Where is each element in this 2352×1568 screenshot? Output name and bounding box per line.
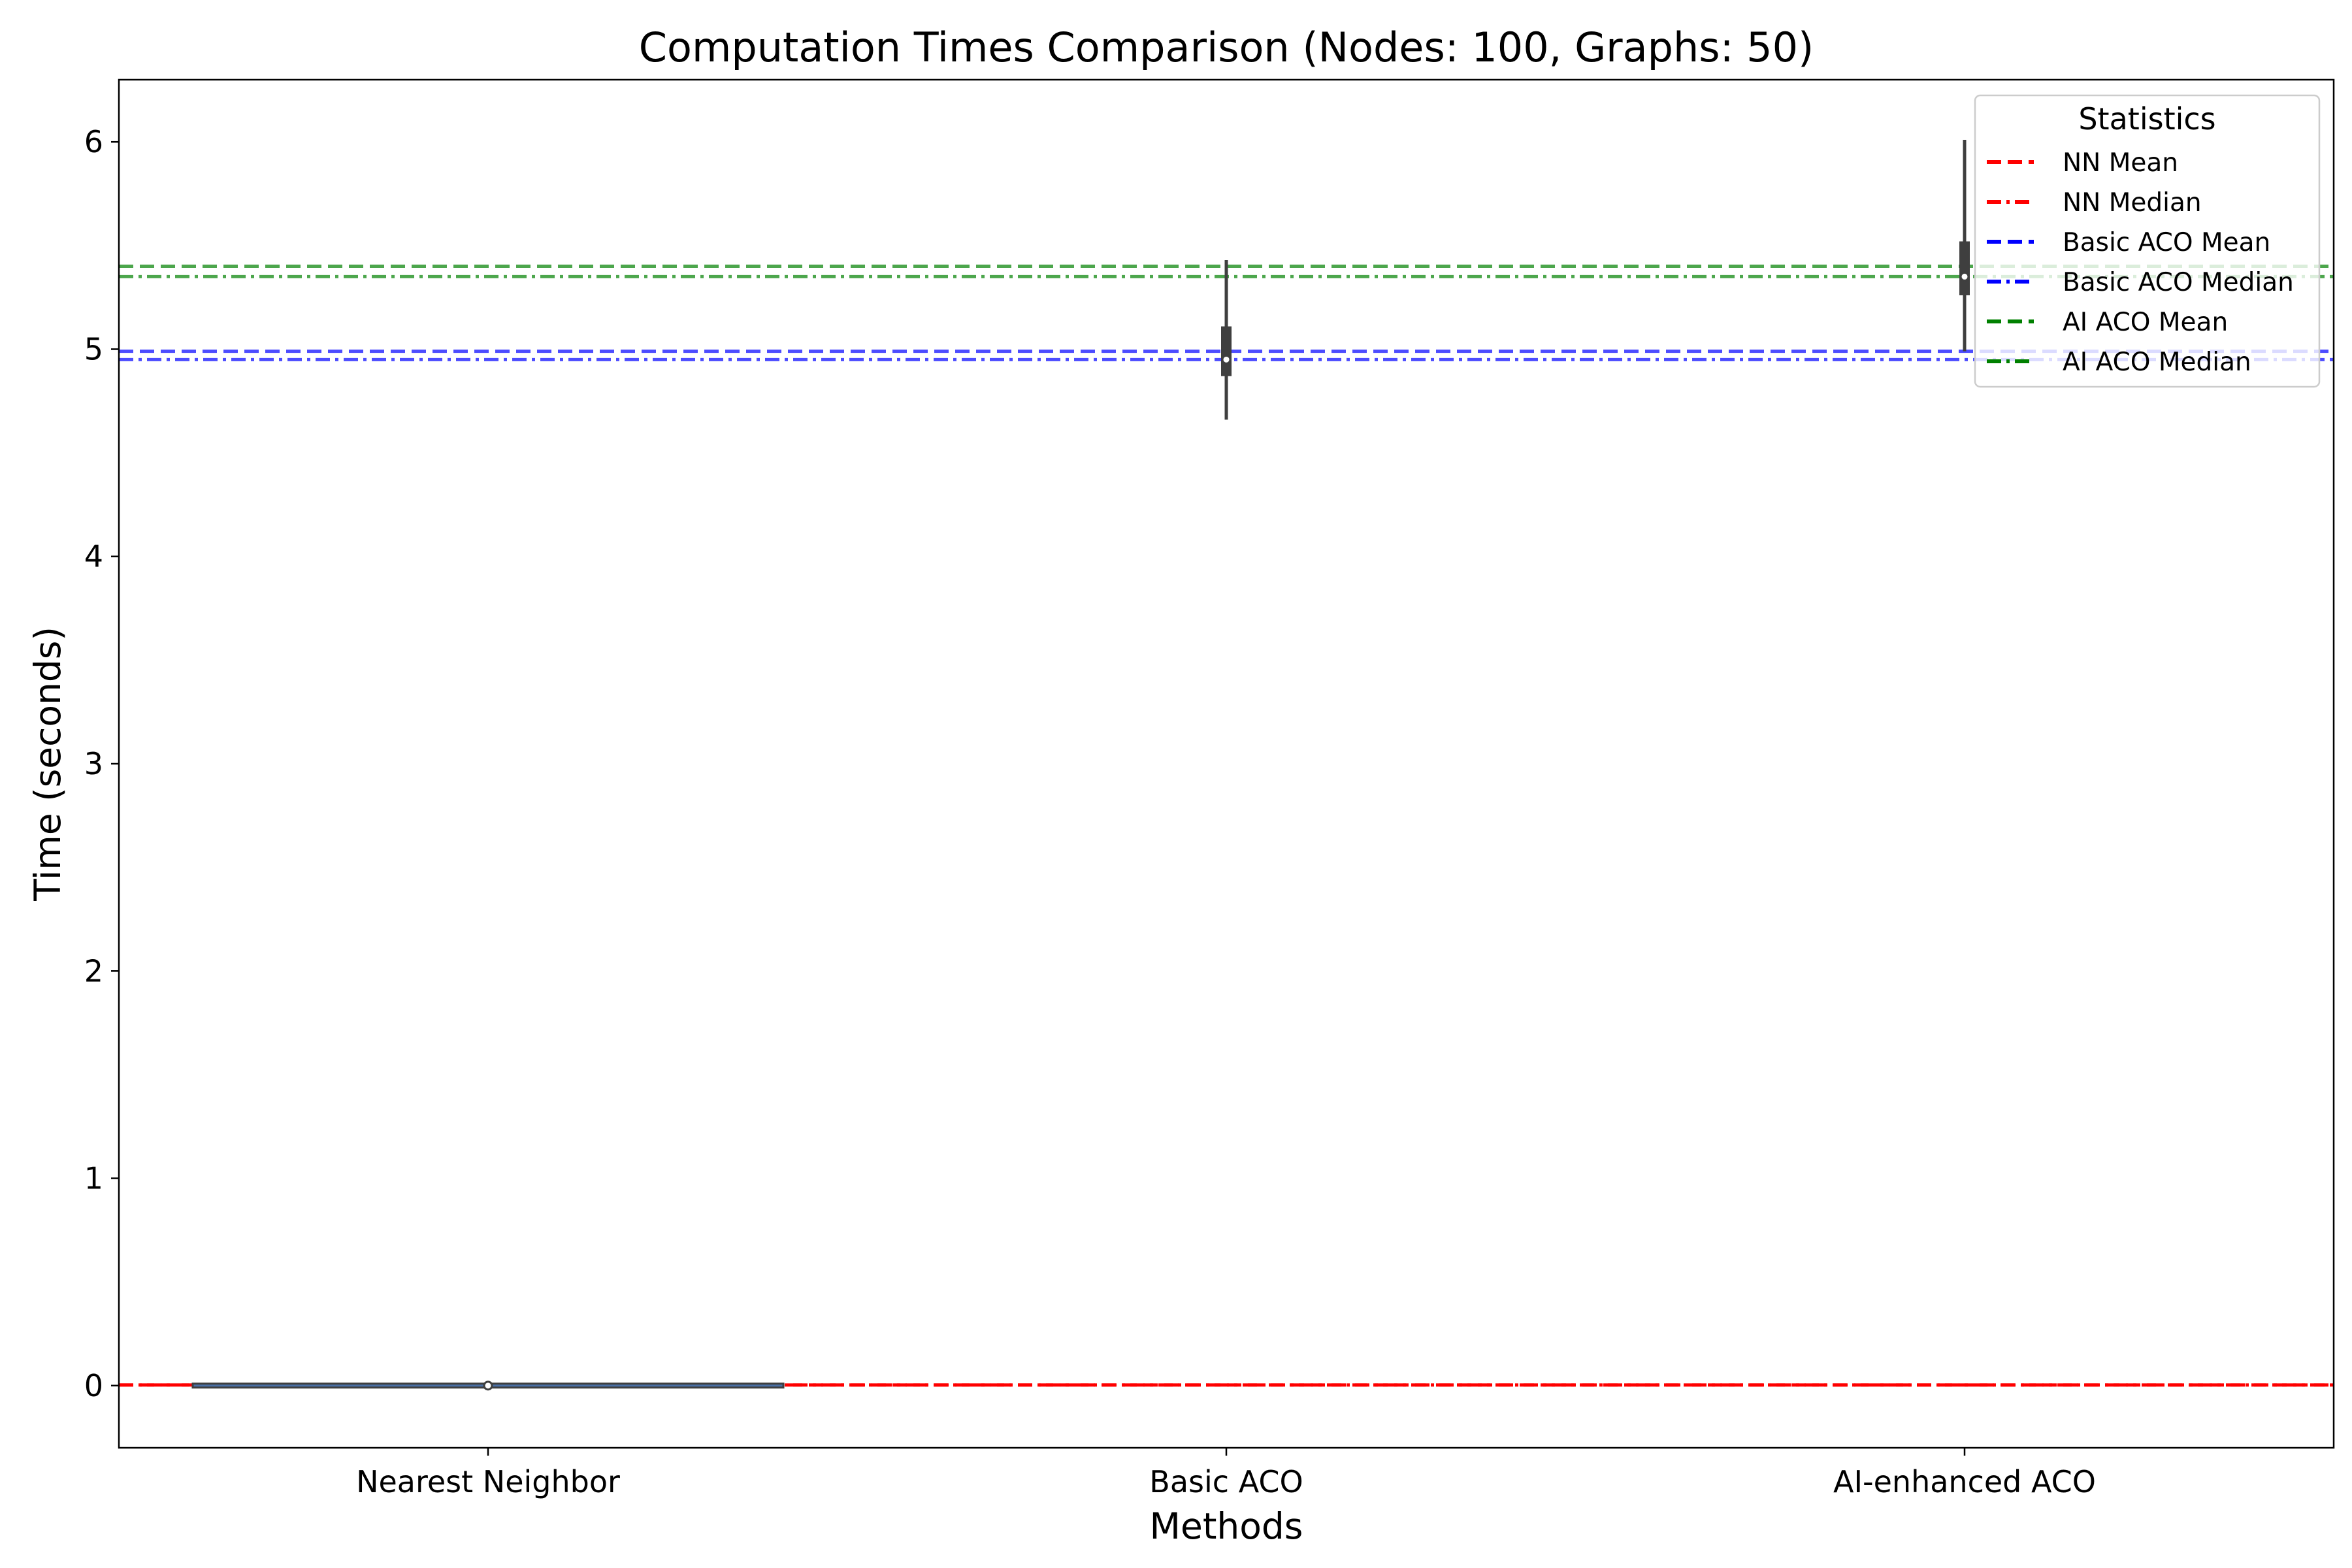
legend-entry: AI ACO Median	[1987, 348, 2251, 377]
legend-label: AI ACO Mean	[2063, 308, 2228, 337]
legend-entry: NN Median	[1987, 188, 2202, 218]
legend: Statistics NN Mean NN Median Basic ACO Mea…	[1974, 94, 2321, 388]
legend-box	[1974, 94, 2321, 388]
y-tick-label: 6	[84, 124, 103, 159]
y-tick-label: 1	[84, 1161, 103, 1196]
legend-label: Basic ACO Median	[2063, 268, 2294, 297]
y-tick-label: 3	[84, 746, 103, 781]
x-axis-label: Methods	[1150, 1505, 1303, 1547]
legend-label: AI ACO Median	[2063, 348, 2251, 377]
x-tick-label: AI-enhanced ACO	[1833, 1464, 2096, 1499]
iqr-box	[1959, 241, 1970, 295]
legend-entry: NN Mean	[1987, 148, 2178, 178]
plot-area: 0 1 2 3 4 5 6 Nearest Neighbor Basic ACO AI-enhan…	[84, 78, 2335, 1499]
median-point	[1959, 271, 1970, 282]
reference-lines	[119, 265, 2334, 1387]
legend-entry: Basic ACO Median	[1987, 268, 2294, 297]
y-tick-label: 4	[84, 539, 103, 574]
violins	[191, 140, 1970, 1391]
legend-label: NN Mean	[2063, 148, 2178, 178]
violin-basic-aco	[1221, 260, 1232, 420]
y-tick-label: 0	[84, 1368, 103, 1403]
y-axis-ticks: 0 1 2 3 4 5 6	[84, 124, 119, 1403]
legend-label: NN Median	[2063, 188, 2202, 218]
iqr-box	[1221, 326, 1232, 376]
legend-entry: Basic ACO Mean	[1987, 228, 2270, 257]
violin-ai-enhanced-aco	[1959, 140, 1970, 351]
legend-title: Statistics	[2078, 101, 2215, 137]
legend-entry: AI ACO Mean	[1987, 308, 2228, 337]
y-axis-label: Time (seconds)	[27, 627, 69, 902]
y-tick-label: 5	[84, 331, 103, 367]
x-axis-ticks: Nearest Neighbor Basic ACO AI-enhanced ACO	[356, 1448, 2096, 1499]
violin-nearest-neighbor	[191, 1380, 785, 1391]
median-point	[483, 1380, 493, 1391]
y-tick-label: 2	[84, 953, 103, 988]
legend-label: Basic ACO Mean	[2063, 228, 2270, 257]
chart-title: Computation Times Comparison (Nodes: 100…	[639, 24, 1814, 71]
x-tick-label: Basic ACO	[1149, 1464, 1303, 1499]
median-point	[1221, 354, 1232, 365]
x-tick-label: Nearest Neighbor	[356, 1464, 620, 1499]
